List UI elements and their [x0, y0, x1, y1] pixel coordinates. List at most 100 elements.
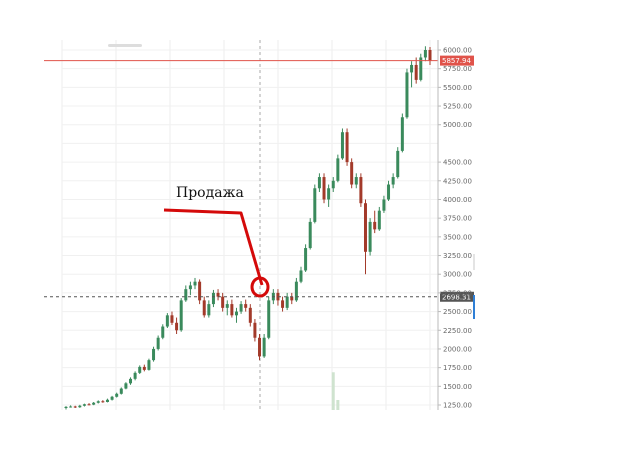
candle-body [331, 180, 335, 189]
candle-body [138, 366, 142, 373]
candle-body [248, 307, 252, 323]
candle-body [400, 117, 404, 151]
candle-body [119, 388, 123, 394]
candle-body [152, 348, 156, 361]
y-tick-label: 3250.00 [443, 252, 472, 260]
y-tick-label: 5250.00 [443, 103, 472, 111]
y-tick-label: 2000.00 [443, 345, 472, 353]
y-tick-label: 3500.00 [443, 233, 472, 241]
candle-body [281, 300, 285, 308]
y-axis: 1250.00 1500.00 1750.00 2000.00 2250.00 2500.… [437, 40, 472, 410]
volume-bar [331, 372, 335, 410]
y-tick-label: 1500.00 [443, 383, 472, 391]
y-tick-label: 4000.00 [443, 196, 472, 204]
candles [64, 46, 432, 410]
candle-body [308, 221, 312, 249]
scroll-hint-top [473, 254, 475, 270]
decor [108, 44, 475, 319]
candle-body [419, 57, 423, 80]
candle-body [225, 304, 229, 308]
candle-body [414, 64, 418, 80]
annotation-layer: Продажа [163, 185, 270, 298]
candle-body [69, 406, 73, 408]
candle-body [336, 158, 340, 181]
candle-body [290, 296, 294, 301]
candle-body [129, 378, 133, 384]
candle-body [193, 281, 197, 286]
price-badge-label: 2698.31 [442, 293, 471, 301]
price-badge: 5857.94 [440, 55, 474, 66]
candle-body [340, 132, 344, 159]
candle-body [396, 150, 400, 178]
candle-body [313, 188, 317, 222]
candle-body [78, 405, 82, 408]
candle-body [188, 285, 192, 290]
candle-body [354, 177, 358, 185]
y-tick-label: 2750.00 [443, 289, 472, 297]
candle-body [165, 315, 169, 327]
candle-body [142, 366, 146, 370]
candle-body [327, 188, 331, 200]
candle-body [304, 248, 308, 271]
y-tick-label: 2250.00 [443, 327, 472, 335]
candle-body [216, 292, 220, 297]
candle-body [405, 72, 409, 118]
y-tick-label: 5750.00 [443, 65, 472, 73]
candle-body [211, 292, 215, 305]
candle-body [156, 337, 160, 349]
candle-body [170, 315, 174, 323]
y-tick-label: 3750.00 [443, 215, 472, 223]
candle-body [322, 177, 326, 200]
price-lines: 5857.94 2698.31 [44, 55, 474, 302]
candle-body [368, 221, 372, 252]
annotation-label: Продажа [176, 185, 244, 201]
price-badge-bg [440, 55, 474, 66]
candle-body [377, 210, 381, 230]
candle-body [345, 132, 349, 163]
candle-body [92, 402, 96, 405]
y-tick-label: 2500.00 [443, 308, 472, 316]
y-tick-label: 5000.00 [443, 121, 472, 129]
candle-body [124, 383, 128, 389]
y-tick-label: 1250.00 [443, 402, 472, 410]
candle-body [428, 50, 432, 61]
candle-body [161, 326, 165, 338]
y-tick-label: 5500.00 [443, 84, 472, 92]
candle-body [73, 406, 77, 408]
grid-lines [61, 40, 438, 410]
candle-body [110, 396, 114, 400]
candle-body [96, 401, 100, 403]
candle-body [387, 184, 391, 200]
candle-body [115, 393, 119, 397]
candle-body [423, 50, 427, 58]
candle-body [82, 404, 86, 406]
candle-body [147, 360, 151, 370]
volume-bars [331, 372, 340, 410]
price-badge: 2698.31 [440, 291, 474, 302]
candle-body [294, 281, 298, 301]
candle-body [253, 322, 257, 338]
y-tick-label: 3000.00 [443, 271, 472, 279]
candle-body [207, 304, 211, 316]
top-pill [108, 44, 142, 47]
y-tick-label: 4500.00 [443, 159, 472, 167]
candle-body [234, 311, 238, 316]
volume-bar [336, 400, 340, 410]
candle-body [363, 203, 367, 252]
candle-body [87, 404, 91, 406]
candle-body [244, 304, 248, 308]
candle-body [410, 64, 414, 73]
candle-body [184, 289, 188, 301]
candle-body [101, 401, 105, 403]
accent-bar [473, 295, 475, 319]
candle-body [133, 372, 137, 379]
candle-body [198, 281, 202, 301]
candle-body [221, 296, 225, 308]
candle-body [230, 304, 234, 316]
candle-body [262, 337, 266, 357]
candle-body [179, 300, 183, 331]
candle-body [258, 337, 262, 357]
price-badge-label: 5857.94 [442, 57, 471, 65]
candle-body [64, 406, 68, 408]
